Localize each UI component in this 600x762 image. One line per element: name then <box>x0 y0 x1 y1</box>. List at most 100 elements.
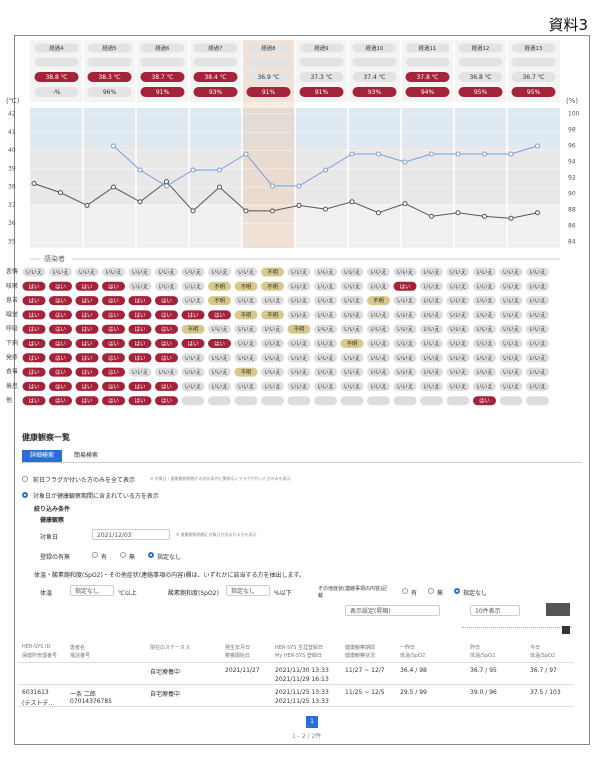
data-point <box>535 143 540 149</box>
status-pill-text: いいえ <box>397 341 413 348</box>
status-pill <box>22 367 46 377</box>
status-pill <box>473 281 496 291</box>
tab[interactable]: 簡易検索 <box>73 452 98 459</box>
status-pill-text: いいえ <box>529 269 545 276</box>
status-pill-text: いいえ <box>370 326 386 333</box>
status-pill <box>446 267 470 277</box>
status-pill-text: いいえ <box>344 369 360 376</box>
status-pill <box>261 353 284 363</box>
status-pill <box>75 324 99 334</box>
table-cell: 自宅療養中 <box>150 691 181 698</box>
status-pill-text: はい <box>161 326 172 333</box>
status-pill <box>420 381 443 391</box>
radio[interactable] <box>22 476 28 482</box>
status-pill <box>181 381 205 391</box>
status-pill <box>526 324 549 334</box>
status-pill <box>75 353 99 363</box>
status-pill <box>49 281 72 291</box>
status-pill-text: いいえ <box>344 355 360 362</box>
status-pill <box>446 310 470 320</box>
status-pill <box>314 310 337 320</box>
page-label: 資料3 <box>548 16 588 34</box>
table-cell: 11/27 ~ 12/7 <box>345 667 385 674</box>
table-header: 健康観察状況 <box>345 653 376 659</box>
row-line <box>18 662 574 663</box>
select[interactable]: 指定なし <box>70 585 114 596</box>
status-pill-text: はい <box>161 383 172 390</box>
status-pill <box>128 281 152 291</box>
status-pill-text: はい <box>135 312 146 319</box>
data-point <box>376 210 381 216</box>
page-number[interactable]: 1 <box>310 718 314 725</box>
status-pill-text: いいえ <box>370 283 386 290</box>
status-pill-text: いいえ <box>238 298 254 305</box>
choice: 有 <box>411 590 418 597</box>
status-pill <box>367 310 390 320</box>
status-pill <box>314 381 337 391</box>
status-pill <box>155 339 178 348</box>
list-title: 健康観察一覧 <box>22 433 70 442</box>
status-pill <box>420 267 443 277</box>
status-pill <box>314 281 337 291</box>
status-pill-text: いいえ <box>185 355 201 362</box>
status-pill <box>155 310 178 320</box>
radio[interactable] <box>22 492 28 498</box>
status-pill <box>181 324 205 334</box>
status-pill-text: いいえ <box>423 341 439 348</box>
status-pill <box>261 296 284 306</box>
status-pill-text: いいえ <box>211 383 227 390</box>
temperature-pill <box>246 72 291 82</box>
status-pill-text: いいえ <box>423 326 439 333</box>
table-header: 体温/SpO2 <box>400 653 426 659</box>
status-pill-text: いいえ <box>317 355 333 362</box>
status-pill-text: いいえ <box>450 283 466 290</box>
spo2-pill <box>458 87 503 97</box>
icon[interactable] <box>562 626 570 634</box>
y2-tick-label: 86 <box>568 223 576 230</box>
status-pill-text: いいえ <box>291 369 307 376</box>
status-pill-text: はい <box>29 398 40 405</box>
radio[interactable] <box>454 588 460 594</box>
spo2-pill-text: 91% <box>156 89 170 96</box>
status-pill <box>287 396 311 406</box>
status-pill <box>420 324 443 334</box>
data-point <box>376 151 381 157</box>
date-input[interactable]: 2021/12/03 <box>92 529 170 540</box>
status-pill-text: はい <box>82 355 93 362</box>
status-pill-text: いいえ <box>264 355 280 362</box>
radio[interactable] <box>402 588 408 594</box>
button[interactable] <box>546 603 570 616</box>
status-pill <box>499 367 523 377</box>
row-label: 下痢 <box>6 339 18 347</box>
status-pill <box>75 296 99 306</box>
status-pill-text: いいえ <box>158 283 174 290</box>
radio[interactable] <box>92 552 98 558</box>
status-pill <box>473 296 496 306</box>
tab[interactable]: 詳細検索 <box>22 450 62 462</box>
data-point <box>270 183 275 189</box>
status-pill-text: いいえ <box>185 383 201 390</box>
page-size-select[interactable]: 10件表示 <box>470 605 520 616</box>
table-header: 電話番号 <box>70 653 91 659</box>
row-label: 他 <box>6 396 12 404</box>
status-pill-text: いいえ <box>503 283 519 290</box>
radio[interactable] <box>148 552 154 558</box>
status-pill <box>393 396 417 406</box>
radio[interactable] <box>120 552 126 558</box>
data-point <box>535 210 540 216</box>
status-pill-text: いいえ <box>291 341 307 348</box>
status-pill-text: はい <box>400 283 411 290</box>
radio[interactable] <box>428 588 434 594</box>
status-pill-text: はい <box>55 298 66 305</box>
select[interactable]: 指定なし <box>226 585 270 596</box>
day-pill-text: 経過4 <box>49 44 64 52</box>
table-cell: 36.7 / 95 <box>470 667 497 674</box>
page-button[interactable] <box>306 716 318 728</box>
status-pill-text: いいえ <box>503 326 519 333</box>
status-pill <box>499 267 523 277</box>
status-pill-text: いいえ <box>476 341 492 348</box>
table-cell: 07014376785 <box>70 698 112 705</box>
status-pill <box>261 339 284 348</box>
sort-select[interactable]: 表示設定(昇順) <box>345 605 440 616</box>
temperature-pill-text: 37.8 ℃ <box>416 74 438 81</box>
